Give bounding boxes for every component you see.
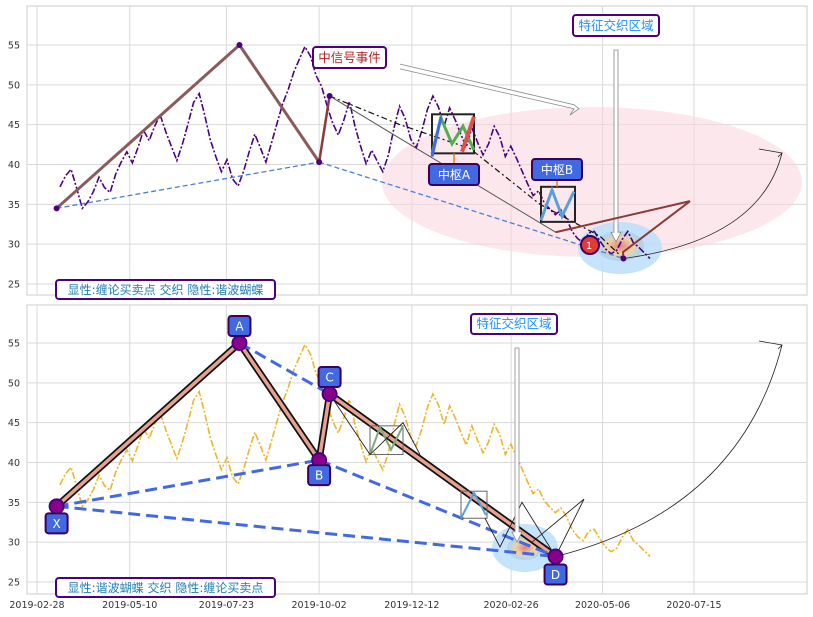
bottom-segment bbox=[329, 393, 421, 456]
legend-note-top: 显性:缠论买卖点 交织 隐性:谐波蝴蝶 bbox=[55, 279, 276, 300]
xabcd-point bbox=[547, 548, 564, 565]
highlight-zone-ellipse bbox=[382, 107, 802, 257]
xabcd-leg-inner bbox=[317, 393, 332, 461]
center-b-box bbox=[540, 185, 576, 223]
bottom-y-tick-label: 50 bbox=[8, 378, 20, 389]
legend-note-bottom: 显性:谐波蝴蝶 交织 隐性:缠论买卖点 bbox=[55, 577, 276, 598]
zone-arrow-bottom bbox=[511, 347, 523, 544]
zone-note-top: 特征交织区域 bbox=[572, 14, 660, 37]
x-tick-label: 2020-02-26 bbox=[484, 600, 539, 611]
top-y-tick-label: 35 bbox=[8, 200, 20, 211]
legend-text-bottom: 显性:谐波蝴蝶 交织 隐性:缠论买卖点 bbox=[68, 580, 264, 595]
xabcd-label-box bbox=[307, 464, 332, 487]
top-y-tick-label: 40 bbox=[8, 160, 20, 171]
x-tick-label: 2019-02-28 bbox=[9, 600, 64, 611]
bottom-pattern-layer bbox=[48, 335, 783, 565]
pivot-dot bbox=[620, 255, 627, 262]
price-line-bottom bbox=[59, 342, 651, 558]
support-line-1 bbox=[56, 161, 320, 209]
xabcd-label-text: D bbox=[551, 568, 560, 582]
bottom-y-tick-label: 55 bbox=[8, 339, 20, 350]
center-a-text: 中枢A bbox=[438, 167, 471, 182]
xabcd-label-text: B bbox=[315, 469, 323, 483]
bottom-y-tick-label: 40 bbox=[8, 458, 20, 469]
x-tick-label: 2019-10-02 bbox=[292, 600, 347, 611]
x-tick-label: 2019-12-12 bbox=[384, 600, 439, 611]
signal-glyph: 1 bbox=[586, 241, 594, 252]
xabcd-label-box bbox=[227, 315, 252, 337]
projection-curve-bottom bbox=[555, 344, 783, 557]
pivot-dot bbox=[326, 92, 333, 99]
projection-hook-bottom bbox=[758, 340, 783, 350]
support-line-2 bbox=[318, 161, 624, 260]
projection-hook-top bbox=[758, 148, 783, 158]
x-tick-label: 2020-05-06 bbox=[575, 600, 630, 611]
pivot-dot bbox=[236, 42, 243, 48]
x-tick-label: 2019-07-23 bbox=[199, 600, 254, 611]
x-tick-label: 2020-07-15 bbox=[666, 600, 721, 611]
bi-stroke-up bbox=[317, 95, 331, 163]
center-b-label: 中枢B bbox=[531, 158, 583, 181]
event-label: 中信号事件 bbox=[318, 50, 381, 65]
top-y-tick-label: 30 bbox=[8, 240, 20, 251]
center-a-blue bbox=[430, 116, 443, 157]
xabcd-connector bbox=[56, 504, 556, 558]
top-pattern-layer bbox=[53, 42, 783, 262]
xabcd-label-box bbox=[44, 512, 69, 535]
center-b-text: 中枢B bbox=[541, 162, 573, 177]
projection-curve-top bbox=[623, 152, 783, 259]
xabcd-point bbox=[48, 498, 65, 515]
xabcd-leg-inner bbox=[238, 342, 321, 462]
top-y-tick-label: 55 bbox=[8, 41, 20, 52]
zone-label-top: 特征交织区域 bbox=[578, 18, 653, 33]
legend-text-top: 显性:缠论买卖点 交织 隐性:谐波蝴蝶 bbox=[68, 282, 264, 297]
event-note: 中信号事件 bbox=[312, 46, 387, 69]
xabcd-label-box bbox=[543, 563, 568, 586]
event-arrow bbox=[399, 63, 580, 116]
center-a-red bbox=[460, 116, 476, 153]
xabcd-labels: X A B C D bbox=[44, 315, 568, 586]
projection-red bbox=[555, 200, 691, 259]
zone-note-bottom: 特征交织区域 bbox=[470, 313, 558, 335]
xabcd-connector bbox=[56, 458, 320, 508]
xabcd-connector bbox=[318, 458, 557, 558]
bottom-y-tick-label: 25 bbox=[8, 578, 20, 589]
xabcd-point bbox=[231, 335, 248, 351]
pivot-dot bbox=[316, 159, 323, 166]
bottom-y-tick-label: 35 bbox=[8, 498, 20, 509]
xabcd-label-text: X bbox=[52, 517, 60, 531]
bottom-projection-lines bbox=[484, 498, 585, 558]
signal-marker: 1 bbox=[580, 235, 600, 255]
xabcd-leg-inner bbox=[55, 341, 241, 508]
xabcd-label-text: A bbox=[235, 320, 244, 334]
bottom-price-layer bbox=[59, 342, 651, 558]
xabcd-label-box bbox=[317, 365, 342, 388]
center-b-zigzag bbox=[539, 185, 576, 221]
segment-dashdot bbox=[329, 95, 624, 259]
x-ticks: 2019-02-28 2019-05-10 2019-07-23 2019-10-02… bbox=[9, 600, 721, 611]
pivot-dot bbox=[53, 205, 60, 212]
center-a-box bbox=[431, 113, 475, 155]
zone-label-bottom: 特征交织区域 bbox=[476, 316, 551, 331]
zone-arrow-top bbox=[610, 49, 622, 243]
bottom-center-a bbox=[369, 425, 404, 456]
bottom-center-a-zigzag bbox=[369, 424, 404, 455]
x-tick-label: 2019-05-10 bbox=[102, 600, 157, 611]
top-y-ticks: 25 30 35 40 45 50 55 bbox=[8, 41, 20, 291]
xabcd-label-text: C bbox=[325, 370, 333, 384]
bottom-center-b-zigzag bbox=[460, 490, 487, 519]
bottom-y-tick-label: 30 bbox=[8, 538, 20, 549]
top-y-tick-label: 50 bbox=[8, 80, 20, 91]
center-a-label: 中枢A bbox=[428, 163, 480, 186]
xabcd-point bbox=[321, 385, 338, 402]
top-y-tick-label: 25 bbox=[8, 280, 20, 291]
bottom-y-tick-label: 45 bbox=[8, 418, 20, 429]
top-y-tick-label: 45 bbox=[8, 120, 20, 131]
bottom-y-ticks: 25 30 35 40 45 50 55 bbox=[8, 339, 20, 589]
